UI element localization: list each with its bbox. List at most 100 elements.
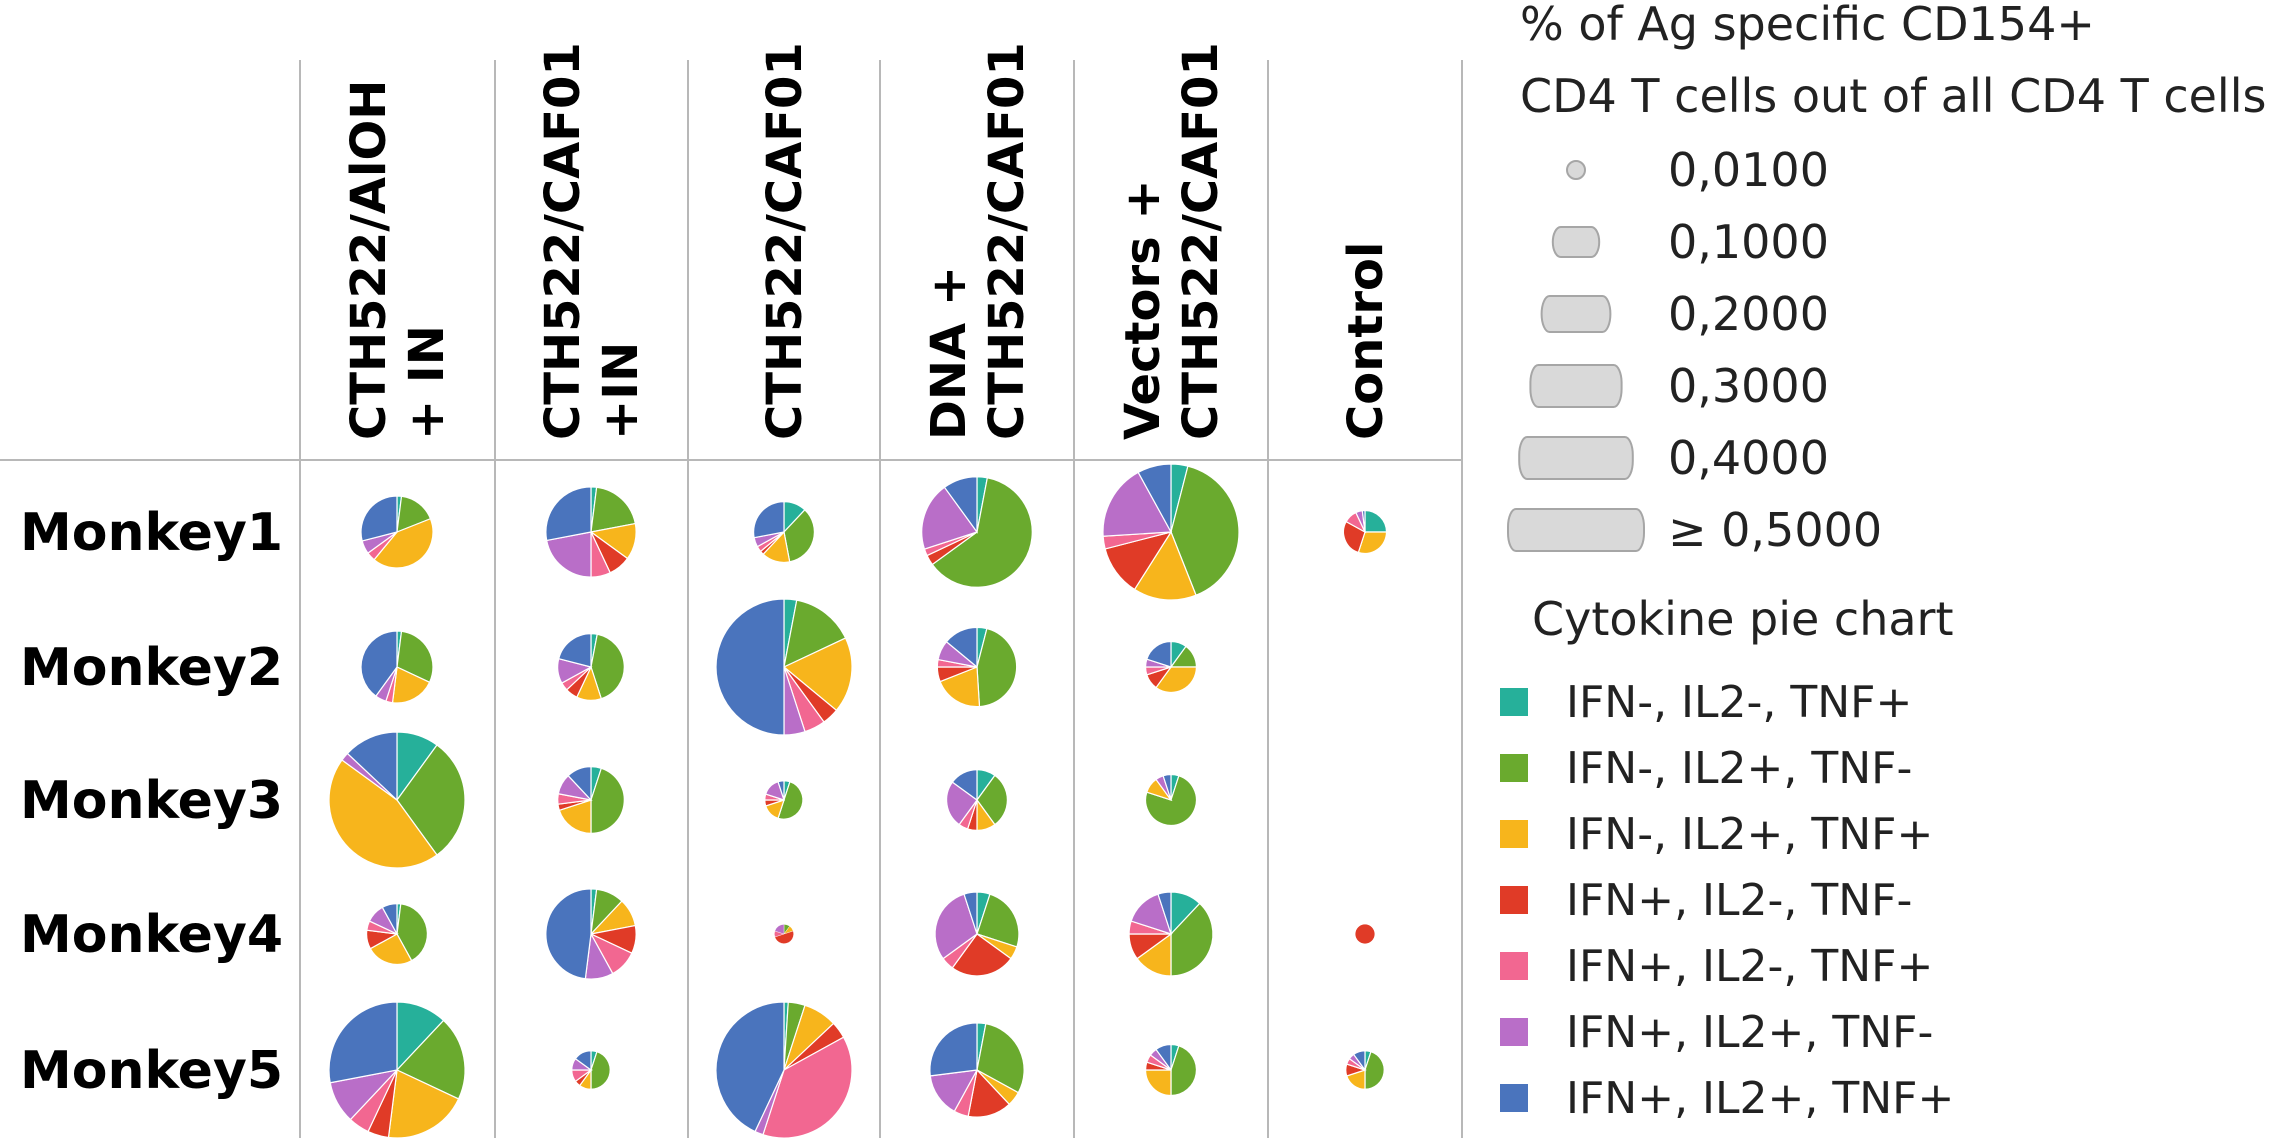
- color-legend-title: Cytokine pie chart: [1532, 592, 1954, 646]
- pie-slice-ifn-il2-tnf: [943, 476, 978, 534]
- pie-slice-ifn-il2-tnf: [395, 1019, 466, 1100]
- pie-monkey2-col4: [936, 626, 1018, 708]
- pie-monkey4-col6: [1355, 924, 1375, 944]
- pie-slice-ifn-il2-tnf: [1162, 773, 1172, 801]
- pie-monkey5-col3: [715, 1001, 853, 1139]
- pie-slice-ifn-il2-tnf: [391, 666, 431, 704]
- pie-slice-ifn-il2-tnf: [774, 930, 794, 944]
- pie-slice-ifn-il2-tnf: [1137, 463, 1172, 533]
- column-header-in: + IN: [399, 325, 455, 440]
- column-header-cth522-caf01: CTH522/CAF01: [979, 42, 1035, 440]
- pie-slice-ifn-il2-tnf: [1355, 924, 1375, 944]
- row-label-monkey1: Monkey1: [20, 503, 283, 563]
- pie-slice-ifn-il2-tnf: [921, 486, 978, 550]
- pie-slice-ifn-il2-tnf: [762, 1036, 853, 1139]
- pie-slice-ifn-il2-tnf: [929, 1022, 978, 1077]
- pie-slice-ifn-il2-tnf: [1357, 531, 1388, 555]
- legend-label-ifn-il2-tnf: IFN-, IL2+, TNF-: [1566, 743, 1912, 794]
- pie-monkey4-col4: [934, 891, 1020, 977]
- size-legend-label: 0,4000: [1668, 431, 1829, 485]
- pie-monkey3-col5: [1144, 773, 1198, 826]
- legend-label-ifn-il2-tnf: IFN+, IL2+, TNF+: [1566, 1073, 1954, 1124]
- legend-label-ifn-il2-tnf: IFN-, IL2-, TNF+: [1566, 677, 1912, 728]
- pie-slice-ifn-il2-tnf: [782, 637, 853, 712]
- pie-slice-ifn-il2-tnf: [360, 495, 398, 542]
- pie-slice-ifn-il2-tnf: [396, 744, 466, 856]
- pie-monkey1-col3: [753, 500, 815, 563]
- column-header-in: +IN: [593, 342, 649, 440]
- pie-slice-ifn-il2-tnf: [1364, 509, 1388, 533]
- pie-monkey4-col3: [774, 924, 794, 944]
- pie-slice-ifn-il2-tnf: [1170, 902, 1214, 977]
- pie-slice-ifn-il2-tnf: [774, 924, 785, 935]
- pie-slice-ifn-il2-tnf: [976, 774, 1008, 826]
- pie-monkey3-col4: [946, 768, 1008, 832]
- size-legend-title: CD4 T cells out of all CD4 T cells: [1520, 69, 2266, 123]
- pie-slice-ifn-il2-tnf: [951, 933, 1012, 977]
- size-legend-marker: [1540, 295, 1612, 333]
- size-legend-marker: [1529, 364, 1623, 408]
- column-header-cth522-aloh: CTH522/AlOH: [341, 80, 397, 440]
- size-legend-label: 0,2000: [1668, 287, 1829, 341]
- size-legend-label: 0,0100: [1668, 143, 1829, 197]
- legend-label-ifn-il2-tnf: IFN+, IL2+, TNF-: [1566, 1007, 1933, 1058]
- pie-slice-ifn-il2-tnf: [545, 531, 592, 578]
- pie-monkey5-col4: [929, 1022, 1025, 1118]
- row-label-monkey3: Monkey3: [20, 771, 283, 831]
- legend-label-ifn-il2-tnf: IFN+, IL2-, TNF+: [1566, 941, 1933, 992]
- pie-slice-ifn-il2-tnf: [590, 1050, 611, 1090]
- legend-swatch-ifn-il2-tnf: [1500, 952, 1528, 980]
- pie-slice-ifn-il2-tnf: [396, 903, 428, 962]
- pie-monkey2-col2: [557, 633, 625, 701]
- legend-swatch-ifn-il2-tnf: [1500, 886, 1528, 914]
- pie-monkey4-col1: [365, 902, 428, 965]
- pie-slice-ifn-il2-tnf: [951, 768, 978, 802]
- size-legend: % of Ag specific CD154+ CD4 T cells out o…: [1507, 0, 2266, 557]
- size-legend-label: 0,3000: [1668, 359, 1829, 413]
- pie-slice-ifn-il2-tnf: [387, 1069, 460, 1139]
- pie-slice-ifn-il2-tnf: [346, 731, 398, 802]
- size-legend-marker: [1518, 436, 1634, 480]
- pie-slice-ifn-il2-tnf: [939, 666, 981, 708]
- row-label-monkey4: Monkey4: [20, 905, 283, 965]
- size-legend-label: 0,1000: [1668, 215, 1829, 269]
- size-legend-marker: [1566, 160, 1586, 180]
- pie-monkey2-col5: [1144, 640, 1198, 694]
- pie-monkey1-col2: [545, 486, 637, 578]
- pie-slice-ifn-il2-tnf: [1155, 1043, 1172, 1072]
- pie-slice-ifn-il2-tnf: [931, 477, 1033, 588]
- column-header-cth522-caf01: CTH522/CAF01: [1173, 42, 1229, 440]
- size-legend-label: ≥ 0,5000: [1668, 503, 1882, 557]
- column-header-vectors: Vectors +: [1115, 179, 1171, 440]
- pie-slice-ifn-il2-tnf: [1157, 891, 1172, 935]
- pie-slice-ifn-il2-tnf: [590, 767, 625, 834]
- column-header-dna: DNA +: [921, 266, 977, 440]
- pie-slice-ifn-il2-tnf: [777, 780, 804, 820]
- pie-slice-ifn-il2-tnf: [963, 891, 978, 935]
- pie-slice-ifn-il2-tnf: [590, 486, 637, 533]
- pie-monkey3-col3: [764, 780, 804, 820]
- pie-slice-ifn-il2-tnf: [1170, 1045, 1198, 1097]
- pie-slice-ifn-il2-tnf: [1170, 465, 1240, 596]
- pie-cells: [328, 463, 1388, 1139]
- pie-monkey4-col5: [1128, 891, 1214, 977]
- pie-slice-ifn-il2-tnf: [574, 1050, 592, 1072]
- pie-monkey3-col2: [557, 766, 625, 834]
- column-headers: CTH522/AlOH + IN CTH522/CAF01 +IN CTH522/CAF…: [341, 42, 1394, 440]
- legend-swatch-ifn-il2-tnf: [1500, 754, 1528, 782]
- pie-monkey2-col1: [360, 630, 434, 704]
- pie-slice-ifn-il2-tnf: [1146, 640, 1172, 668]
- pie-slice-ifn-il2-tnf: [753, 500, 785, 539]
- row-label-monkey2: Monkey2: [20, 638, 283, 698]
- pie-monkey4-col2: [545, 888, 637, 980]
- legend-swatch-ifn-il2-tnf: [1500, 1084, 1528, 1112]
- color-legend: Cytokine pie chart IFN-, IL2-, TNF+ IFN-, …: [1500, 592, 1954, 1124]
- column-header-cth522-caf01: CTH522/CAF01: [535, 42, 591, 440]
- pie-slice-ifn-il2-tnf: [976, 893, 1020, 948]
- row-labels: Monkey1 Monkey2 Monkey3 Monkey4 Monkey5: [20, 503, 283, 1101]
- pie-monkey1-col4: [921, 476, 1033, 588]
- pie-slice-ifn-il2-tnf: [396, 630, 434, 684]
- size-legend-title: % of Ag specific CD154+: [1520, 0, 2095, 51]
- pie-slice-ifn-il2-tnf: [1155, 666, 1198, 694]
- pie-monkey3-col1: [328, 731, 466, 869]
